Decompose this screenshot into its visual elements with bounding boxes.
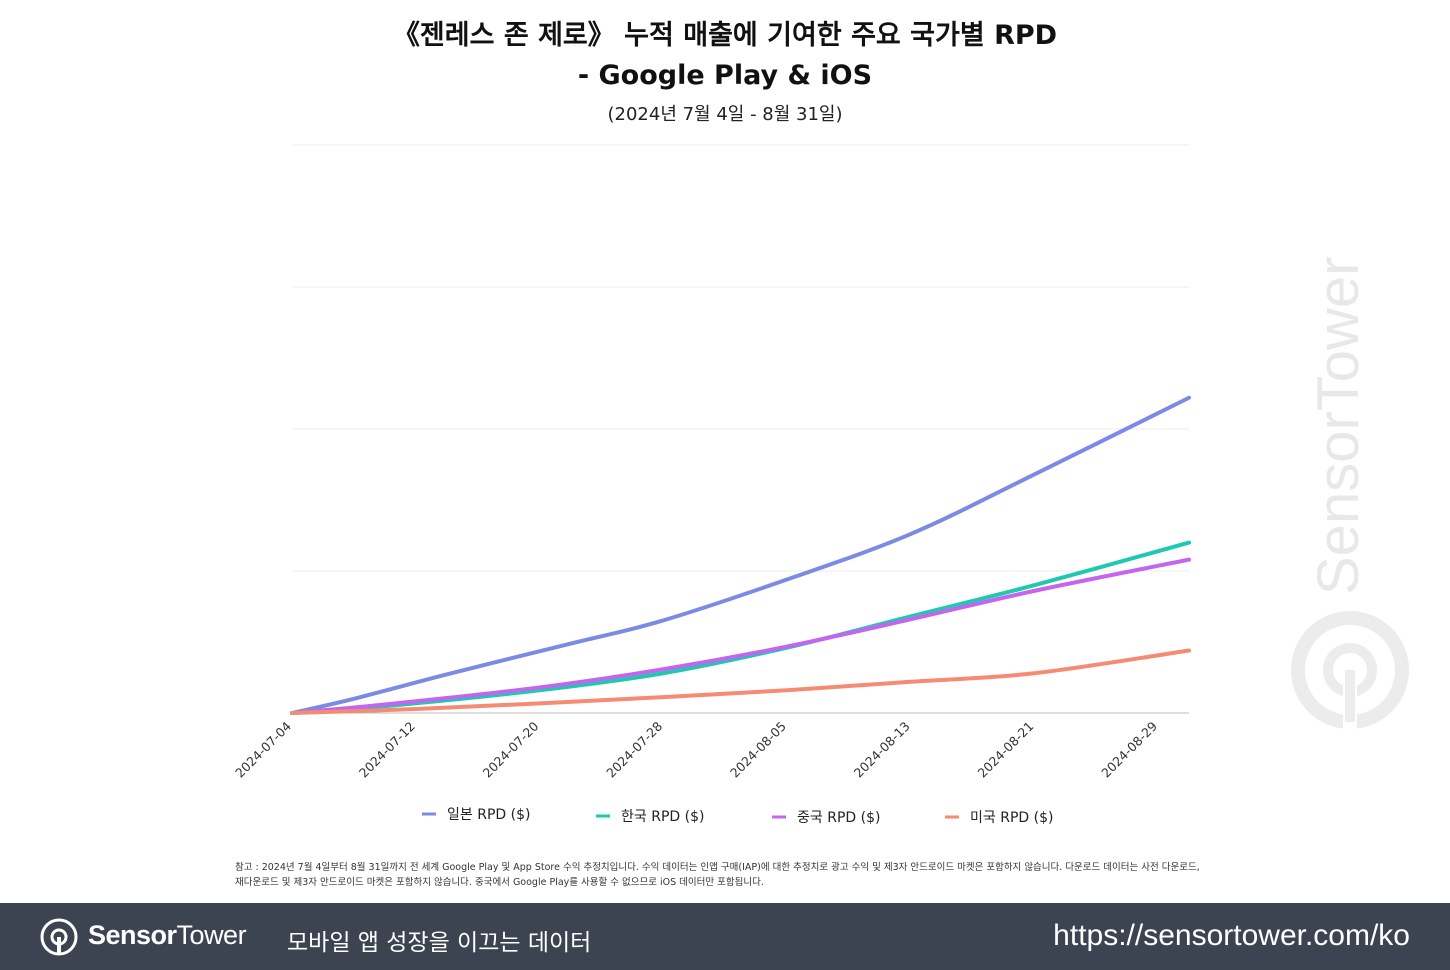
- x-tick-label: 2024-08-21: [974, 719, 1036, 781]
- chart-grid: [292, 144, 1189, 714]
- chart-title-line1: 《젠레스 존 제로》 누적 매출에 기여한 주요 국가별 RPD: [392, 20, 1058, 51]
- legend-label: 일본 RPD ($): [447, 807, 530, 823]
- footer-brand-bold: Sensor: [88, 920, 177, 950]
- footer-brand-rest: Tower: [176, 920, 247, 950]
- x-tick-label: 2024-07-04: [232, 718, 294, 780]
- series-line-4: [290, 648, 1191, 715]
- x-tick-label: 2024-08-29: [1098, 718, 1160, 780]
- x-axis-tick-labels: 2024-07-04 2024-07-12 2024-07-20 2024-07-28…: [232, 718, 1160, 780]
- footnote-line2: 재다운로드 및 제3자 안드로이드 마켓은 포함하지 않습니다. 중국에서 Go…: [235, 877, 764, 888]
- legend-label: 중국 RPD ($): [797, 810, 880, 826]
- chart-series: [290, 395, 1191, 715]
- footnote: 참고 : 2024년 7월 4일부터 8월 31일까지 전 세계 Google …: [235, 860, 1235, 890]
- series-line-1: [290, 395, 1191, 715]
- series-line-2: [290, 540, 1191, 715]
- chart-subtitle: (2024년 7월 4일 - 8월 31일): [607, 104, 843, 125]
- x-tick-label: 2024-08-05: [727, 719, 789, 781]
- series-line-3: [290, 557, 1191, 715]
- footer-bar: SensorTower 모바일 앱 성장을 이끄는 데이터 https://se…: [0, 903, 1450, 970]
- x-tick-label: 2024-08-13: [851, 719, 913, 781]
- x-tick-label: 2024-07-20: [480, 718, 542, 780]
- sensortower-logo-icon: [40, 918, 78, 956]
- footnote-line1: 참고 : 2024년 7월 4일부터 8월 31일까지 전 세계 Google …: [235, 862, 1200, 873]
- footer-tagline: 모바일 앱 성장을 이끄는 데이터: [287, 930, 592, 956]
- chart-title-line2: - Google Play & iOS: [577, 60, 873, 91]
- line-chart: 2024-07-04 2024-07-12 2024-07-20 2024-07-28…: [232, 144, 1191, 826]
- footer-url-link[interactable]: https://sensortower.com/ko: [1053, 919, 1410, 952]
- x-tick-label: 2024-07-12: [356, 719, 418, 781]
- chart-legend: 일본 RPD ($) 한국 RPD ($) 중국 RPD ($) 미국 RPD ($): [422, 807, 1053, 826]
- footer-brand: SensorTower: [88, 920, 247, 951]
- x-tick-label: 2024-07-28: [603, 718, 665, 780]
- legend-label: 미국 RPD ($): [970, 810, 1053, 826]
- sensortower-watermark-icon: [1291, 611, 1409, 730]
- legend-label: 한국 RPD ($): [621, 809, 704, 825]
